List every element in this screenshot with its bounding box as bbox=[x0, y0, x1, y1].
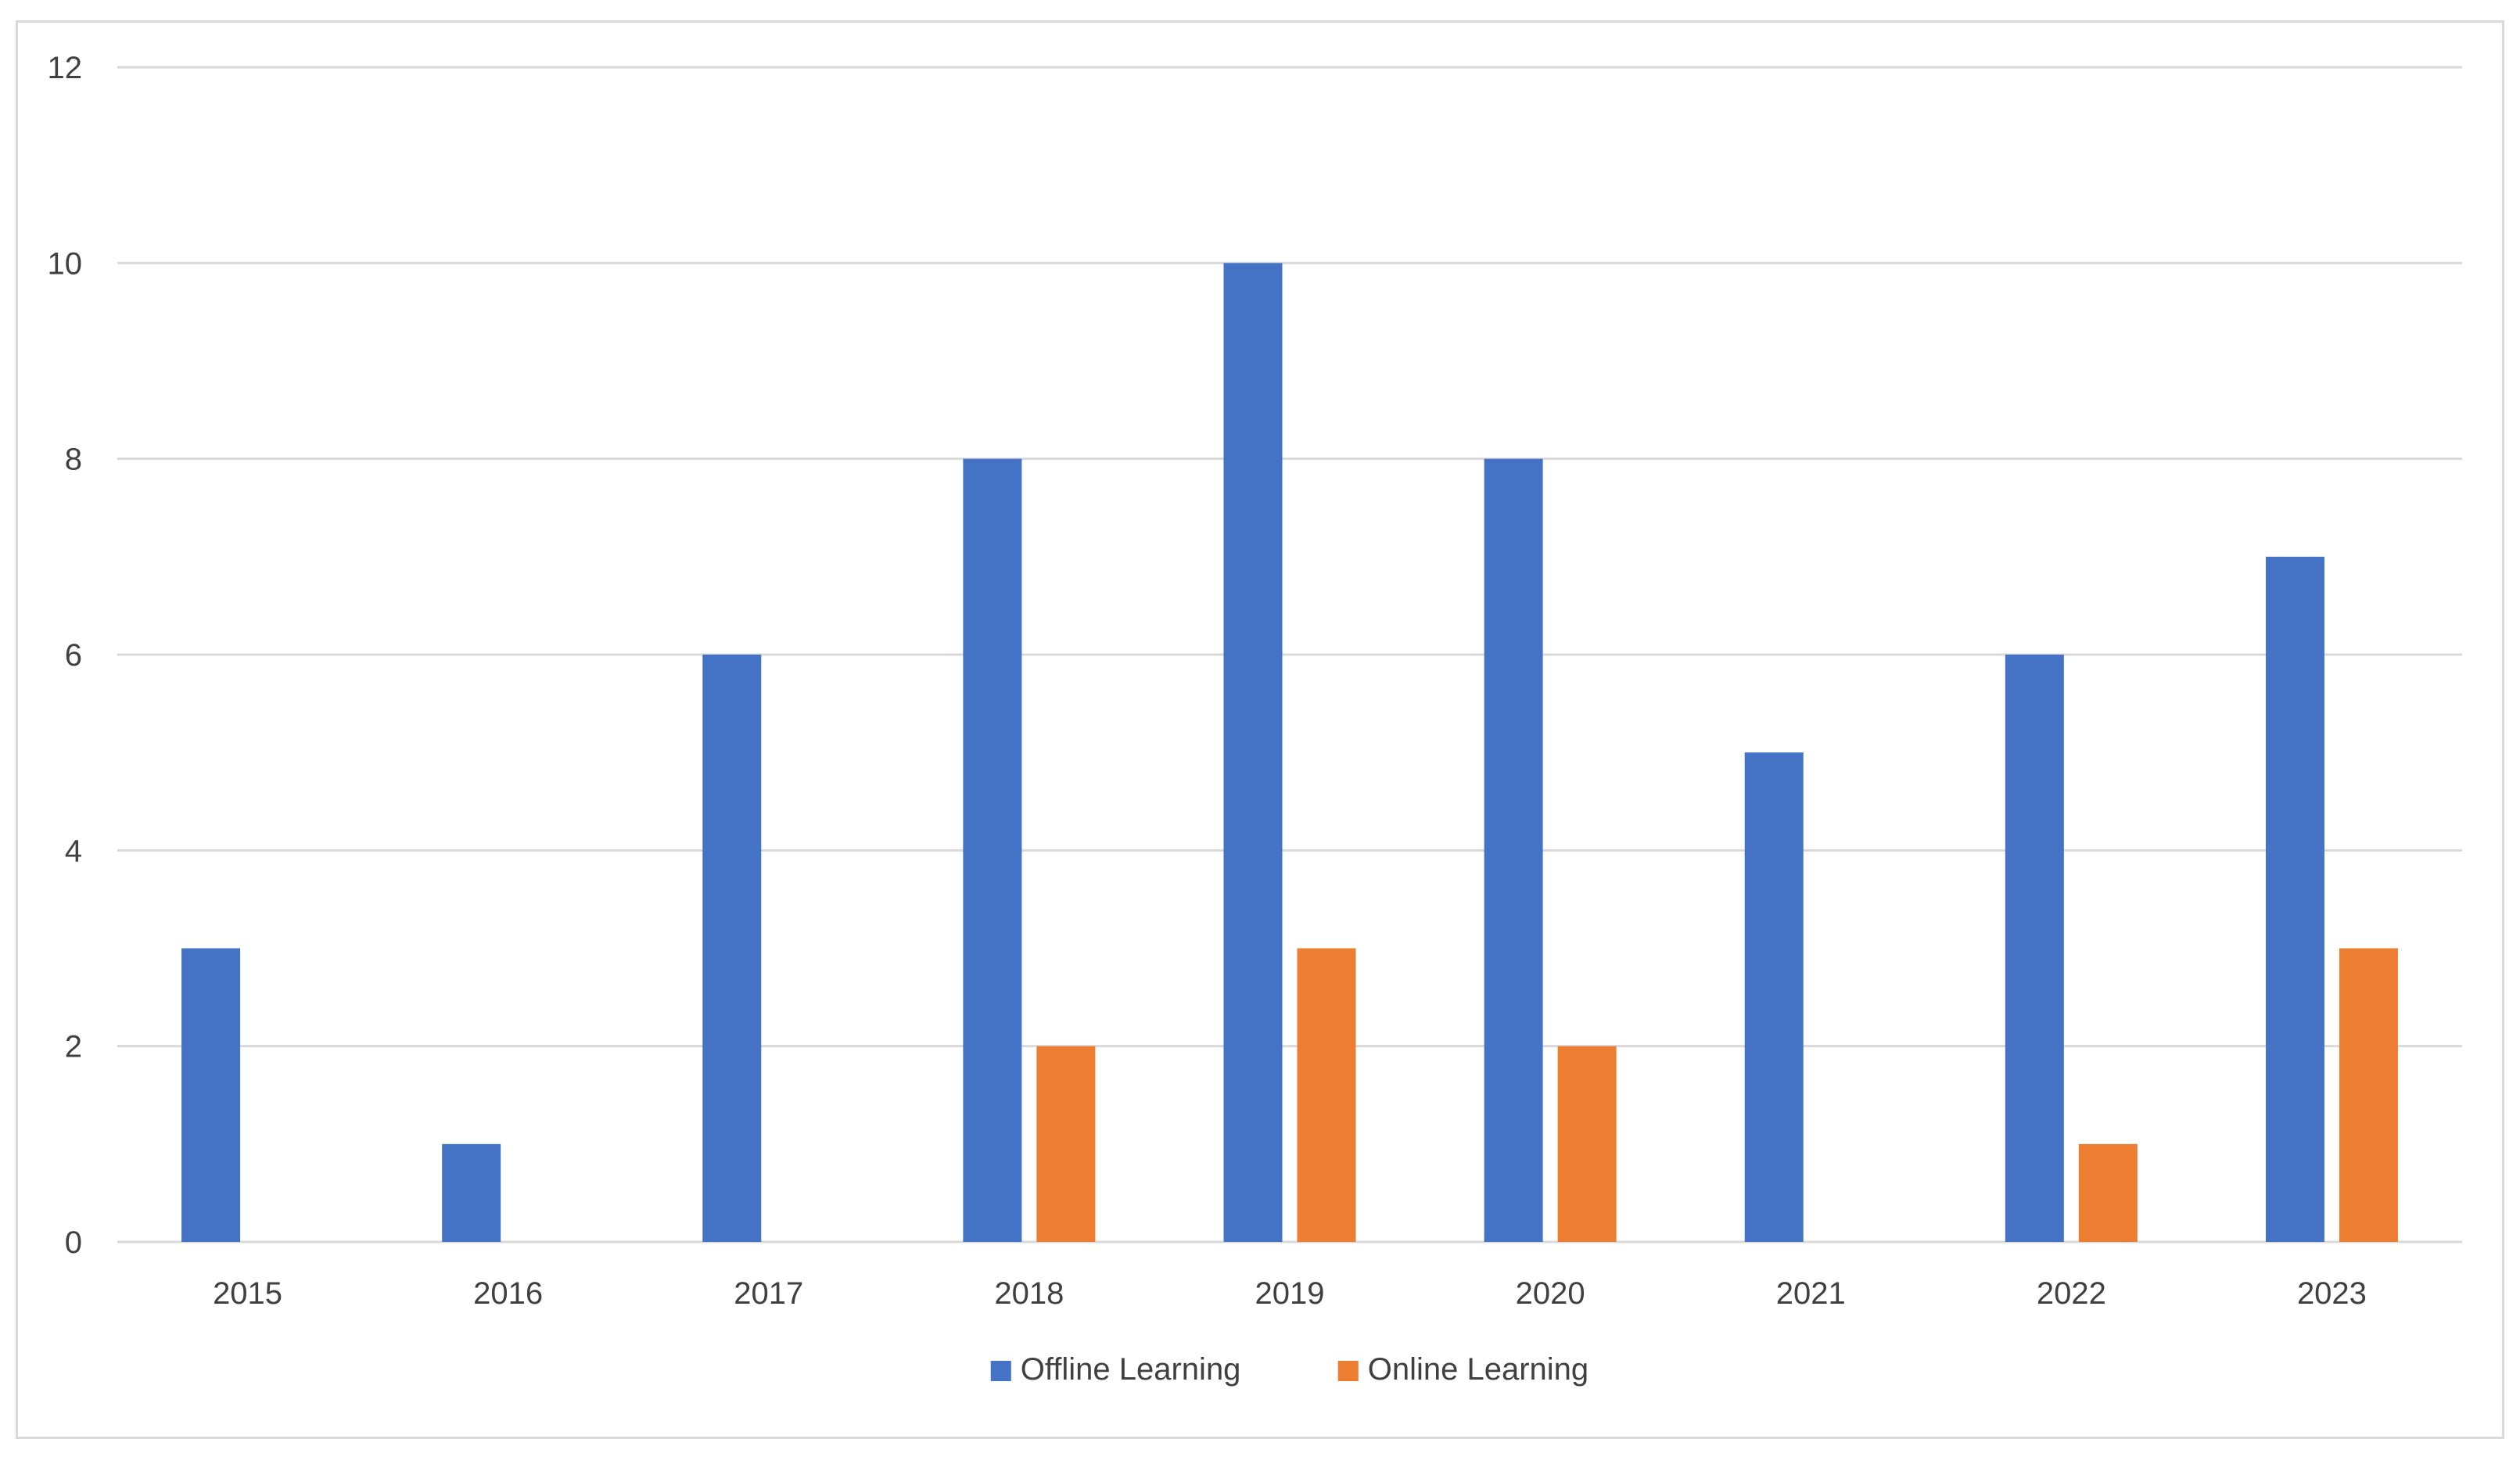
y-tick-label-0: 0 bbox=[65, 1226, 82, 1260]
legend: Offline Learning Online Learning bbox=[990, 1352, 1588, 1387]
bar-offline-learning-2022 bbox=[2005, 655, 2064, 1242]
y-tick-label-8: 8 bbox=[65, 443, 82, 477]
bar-online-learning-2022 bbox=[2078, 1143, 2138, 1242]
bar-offline-learning-2016 bbox=[442, 1143, 501, 1242]
bar-offline-learning-2018 bbox=[963, 458, 1022, 1242]
y-tick-label-12: 12 bbox=[48, 51, 83, 85]
x-tick-label-2017: 2017 bbox=[734, 1276, 803, 1311]
bar-offline-learning-2023 bbox=[2265, 556, 2324, 1242]
legend-swatch-online-learning bbox=[1337, 1361, 1359, 1381]
y-axis-tick-labels: 0 2 4 6 8 10 12 bbox=[48, 51, 83, 1260]
x-axis-tick-labels: 2015 2016 2017 2018 2019 2020 2021 2022 2023 bbox=[213, 1276, 2367, 1311]
bar-online-learning-2023 bbox=[2339, 948, 2398, 1242]
y-tick-label-6: 6 bbox=[65, 638, 82, 673]
bar-offline-learning-2020 bbox=[1484, 458, 1543, 1242]
x-tick-label-2018: 2018 bbox=[994, 1276, 1064, 1311]
x-tick-label-2023: 2023 bbox=[2297, 1276, 2367, 1311]
bar-online-learning-2018 bbox=[1036, 1046, 1096, 1242]
legend-label-offline-learning: Offline Learning bbox=[1021, 1352, 1241, 1387]
x-tick-label-2019: 2019 bbox=[1255, 1276, 1325, 1311]
y-tick-label-10: 10 bbox=[48, 246, 83, 281]
bar-online-learning-2019 bbox=[1297, 948, 1356, 1242]
bars bbox=[181, 263, 2398, 1242]
bar-offline-learning-2017 bbox=[702, 655, 762, 1242]
x-tick-label-2015: 2015 bbox=[213, 1276, 282, 1311]
bar-offline-learning-2019 bbox=[1223, 263, 1283, 1242]
gridlines bbox=[117, 66, 2462, 1243]
y-tick-label-4: 4 bbox=[65, 834, 82, 868]
x-tick-label-2016: 2016 bbox=[473, 1276, 543, 1311]
legend-label-online-learning: Online Learning bbox=[1368, 1352, 1588, 1387]
bar-offline-learning-2015 bbox=[181, 948, 241, 1242]
x-tick-label-2020: 2020 bbox=[1516, 1276, 1585, 1311]
bar-offline-learning-2021 bbox=[1744, 752, 1804, 1242]
bar-online-learning-2020 bbox=[1557, 1046, 1617, 1242]
x-tick-label-2021: 2021 bbox=[1776, 1276, 1846, 1311]
x-tick-label-2022: 2022 bbox=[2037, 1276, 2106, 1311]
legend-swatch-offline-learning bbox=[990, 1361, 1011, 1381]
y-tick-label-2: 2 bbox=[65, 1030, 82, 1064]
